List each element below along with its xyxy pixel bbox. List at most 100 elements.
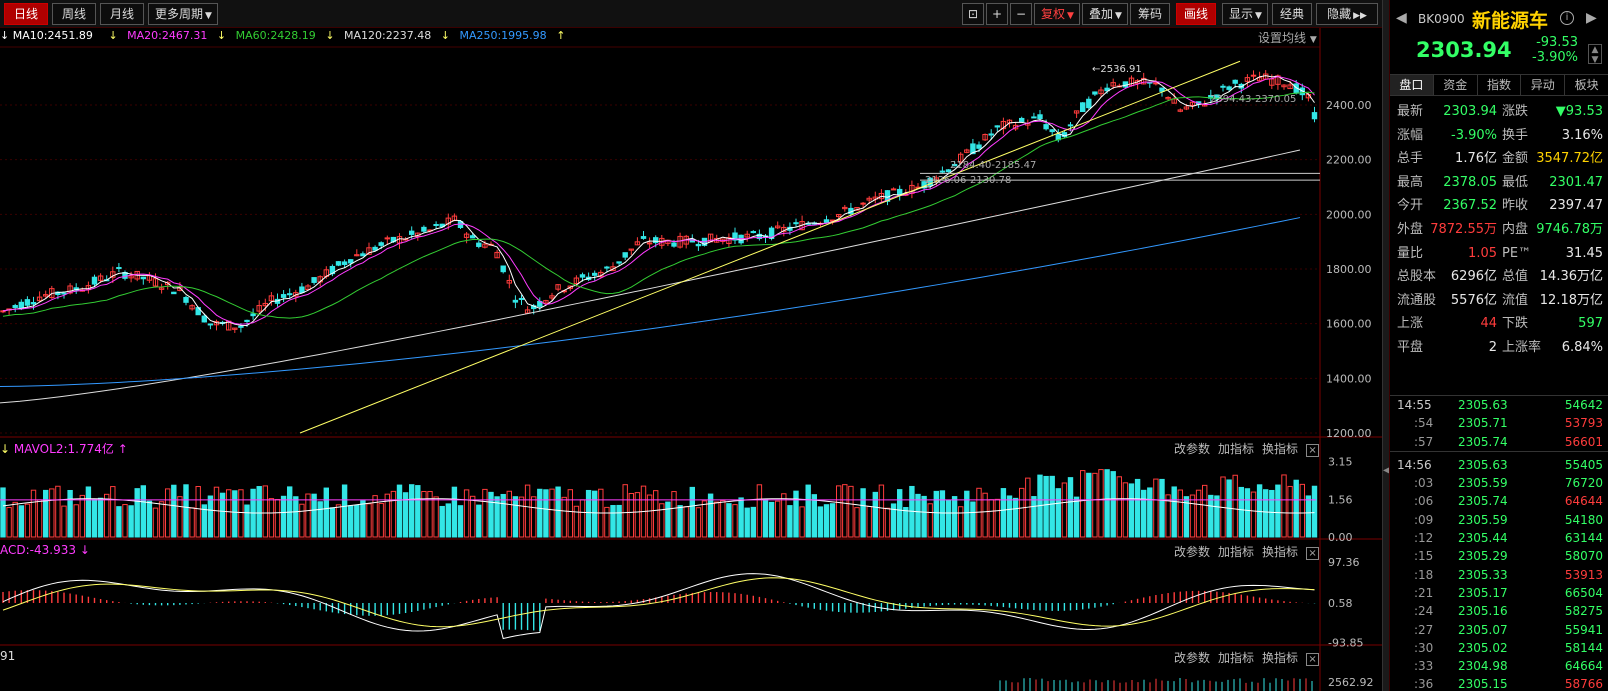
collapse-arrow-icon[interactable]: ◀ xyxy=(1383,465,1391,476)
volume-bar xyxy=(714,501,720,538)
candle-body xyxy=(158,287,165,290)
volume-bar xyxy=(91,499,98,538)
tick-row: :15 2305.29 58070 xyxy=(1390,547,1608,565)
bottom-add-indicator-link[interactable]: 加指标 xyxy=(1218,651,1255,665)
volume-bar xyxy=(1128,483,1135,538)
volume-bar xyxy=(982,492,988,538)
candle-body xyxy=(268,295,275,302)
macd-add-indicator-link[interactable]: 加指标 xyxy=(1218,545,1255,559)
macd-panel-links: 改参数 加指标 换指标 × xyxy=(1166,543,1320,560)
candle-body xyxy=(1110,82,1116,87)
tick-separator xyxy=(1390,450,1608,456)
volume-bar xyxy=(244,504,250,538)
info-icon[interactable]: i xyxy=(1560,11,1574,25)
zoom-in-icon[interactable]: + xyxy=(986,3,1008,25)
draw-line-button[interactable]: 画线 xyxy=(1176,3,1216,25)
tab-weekly-label: 周线 xyxy=(61,7,86,21)
quote-label: 内盘 xyxy=(1502,221,1529,237)
candle-body xyxy=(463,233,470,238)
tab-funds[interactable]: 资金 xyxy=(1434,75,1478,95)
quote-label: 总值 xyxy=(1502,269,1529,285)
vol-params-link[interactable]: 改参数 xyxy=(1174,442,1211,456)
classic-label: 经典 xyxy=(1279,7,1304,21)
candle-body xyxy=(140,276,147,280)
hide-button[interactable]: 隐藏 ▶▶ xyxy=(1316,3,1378,25)
vol-add-indicator-link[interactable]: 加指标 xyxy=(1218,442,1255,456)
display-button[interactable]: 显示 ▼ xyxy=(1222,3,1268,25)
vol-close-icon[interactable]: × xyxy=(1306,444,1320,457)
kline-chart[interactable]: 2400.00 2200.00 2000.00 1800.00 1600.00 1400.… xyxy=(0,0,1382,691)
macd-params-link[interactable]: 改参数 xyxy=(1174,545,1211,559)
tab-orderbook[interactable]: 盘口 xyxy=(1390,75,1434,95)
adjust-button[interactable]: 复权 ▼ xyxy=(1034,3,1080,25)
zoom-out-icon[interactable]: − xyxy=(1010,3,1032,25)
chips-button[interactable]: 筹码 xyxy=(1130,3,1170,25)
volume-bar xyxy=(427,491,433,538)
candle-body xyxy=(775,225,781,229)
volume-bar xyxy=(811,494,817,538)
panel-splitter[interactable] xyxy=(1382,0,1389,691)
candle-body xyxy=(232,327,238,330)
ma-settings-label: 设置均线 xyxy=(1258,31,1307,45)
bottom-panel-header: 91 xyxy=(0,649,15,667)
candle-body xyxy=(67,285,73,294)
price-change: -93.53 xyxy=(1536,35,1578,50)
candle-body xyxy=(1177,109,1183,112)
dea-line xyxy=(2,577,1315,628)
candle-body xyxy=(128,275,134,279)
tab-monthly[interactable]: 月线 xyxy=(100,3,144,25)
more-periods-dropdown[interactable]: 更多周期 ▼ xyxy=(148,3,218,25)
quote-row: 今开 2367.52 昨收 2397.47 xyxy=(1390,194,1608,218)
tab-daily[interactable]: 日线 xyxy=(4,3,48,25)
volume-bar xyxy=(274,499,281,538)
candle-body xyxy=(951,163,958,167)
overlay-button[interactable]: 叠加 ▼ xyxy=(1082,3,1128,25)
quote-row: 平盘 2 上涨率 6.84% xyxy=(1390,336,1608,360)
candle-body xyxy=(866,197,872,201)
volume-bar xyxy=(488,491,494,538)
candle-body xyxy=(24,299,31,306)
macd-change-indicator-link[interactable]: 换指标 xyxy=(1262,545,1299,559)
candle-body xyxy=(573,277,580,285)
volume-bar xyxy=(1238,486,1244,538)
lock-icon[interactable]: ⊡ xyxy=(962,3,984,25)
tab-index[interactable]: 指数 xyxy=(1478,75,1522,95)
ma-settings-button[interactable]: 设置均线 ▼ xyxy=(1258,29,1317,46)
tab-weekly[interactable]: 周线 xyxy=(52,3,96,25)
volume-bar xyxy=(762,498,769,538)
tab-movers[interactable]: 异动 xyxy=(1521,75,1566,95)
volume-bar xyxy=(348,505,354,538)
volume-bar xyxy=(634,492,641,538)
volume-bar xyxy=(775,500,781,538)
macd-close-icon[interactable]: × xyxy=(1306,547,1320,560)
vol-change-indicator-link[interactable]: 换指标 xyxy=(1262,442,1299,456)
tab-daily-label: 日线 xyxy=(13,7,38,21)
caret-down-icon: ▼ xyxy=(205,11,212,21)
candle-body xyxy=(1244,77,1251,82)
tick-price: 2305.33 xyxy=(1458,567,1508,582)
quote-value: 14.36万亿 xyxy=(1539,269,1603,285)
volume-bar xyxy=(122,504,128,538)
quote-row: 最高 2378.05 最低 2301.47 xyxy=(1390,171,1608,195)
next-arrow-icon[interactable]: ▶ xyxy=(1586,10,1597,26)
classic-button[interactable]: 经典 xyxy=(1272,3,1312,25)
candle-body xyxy=(671,242,677,247)
candle-body xyxy=(1043,124,1049,130)
candle-body xyxy=(793,222,799,225)
volume-bar xyxy=(744,507,750,538)
candle-body xyxy=(1049,129,1055,133)
volume-bar xyxy=(61,505,67,538)
volume-bar xyxy=(1299,483,1305,538)
candle-body xyxy=(12,305,18,308)
candle-body xyxy=(622,252,628,258)
candle-body xyxy=(207,323,214,326)
volume-bar xyxy=(24,503,31,538)
volume-bar xyxy=(1134,478,1141,538)
bottom-params-link[interactable]: 改参数 xyxy=(1174,651,1211,665)
bottom-change-indicator-link[interactable]: 换指标 xyxy=(1262,651,1299,665)
tab-sector[interactable]: 板块 xyxy=(1565,75,1608,95)
bottom-close-icon[interactable]: × xyxy=(1306,653,1320,666)
volume-bar xyxy=(1171,486,1177,538)
scroll-icon[interactable]: ▲ ▼ xyxy=(1588,44,1602,65)
prev-arrow-icon[interactable]: ◀ xyxy=(1396,10,1407,26)
